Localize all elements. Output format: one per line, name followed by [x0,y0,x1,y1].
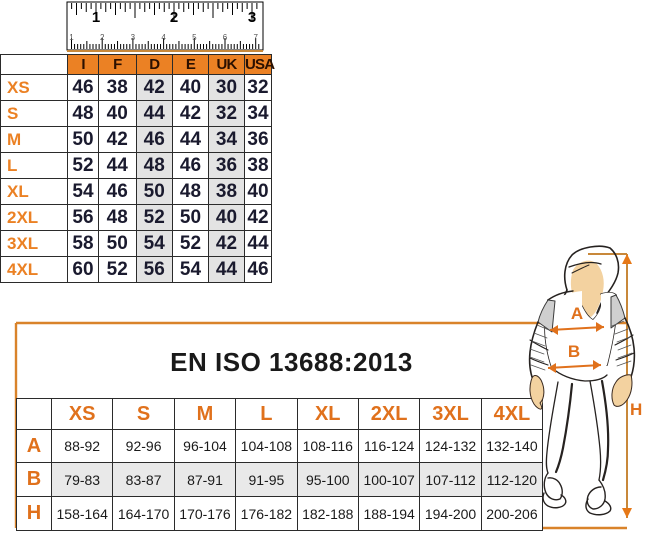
svg-text:A: A [571,304,583,323]
svg-text:B: B [568,342,580,361]
